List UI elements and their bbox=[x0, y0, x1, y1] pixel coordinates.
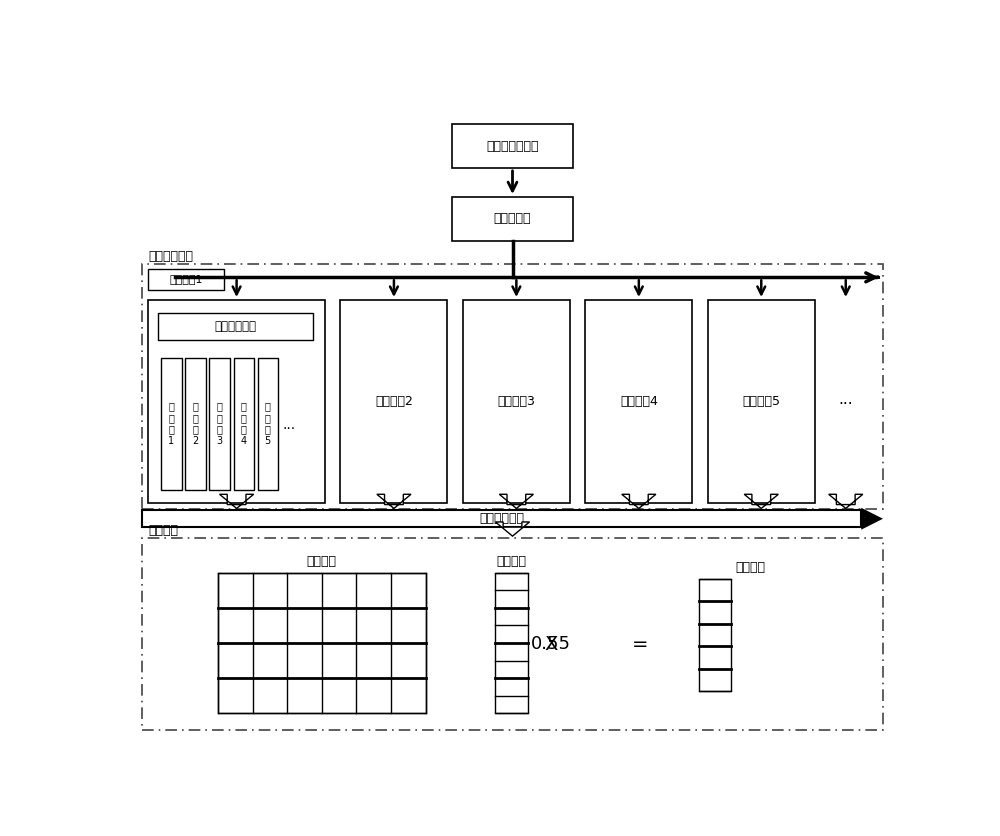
Text: =: = bbox=[632, 635, 649, 654]
Polygon shape bbox=[377, 494, 411, 508]
Bar bbox=[452, 124, 573, 168]
Text: ...: ... bbox=[283, 418, 296, 432]
Polygon shape bbox=[220, 494, 254, 508]
Text: 子
通
道
3: 子 通 道 3 bbox=[216, 401, 223, 446]
Text: 坐标判断模块: 坐标判断模块 bbox=[215, 319, 257, 333]
Polygon shape bbox=[829, 494, 863, 508]
Text: 子
通
道
2: 子 通 道 2 bbox=[192, 401, 199, 446]
Text: 大视场相机图像: 大视场相机图像 bbox=[486, 140, 539, 152]
Bar bbox=[234, 358, 254, 490]
Bar bbox=[218, 573, 426, 713]
Text: 子
通
道
5: 子 通 道 5 bbox=[264, 401, 271, 446]
Text: 子
通
道
1: 子 通 道 1 bbox=[168, 401, 175, 446]
Text: 图像预处理: 图像预处理 bbox=[494, 212, 531, 225]
Bar bbox=[585, 300, 692, 502]
Bar bbox=[452, 197, 573, 241]
Bar bbox=[142, 264, 883, 509]
Text: 复原电压: 复原电压 bbox=[735, 560, 765, 573]
Text: 处理通道5: 处理通道5 bbox=[742, 395, 780, 408]
Text: 波前复原: 波前复原 bbox=[148, 524, 178, 537]
Bar bbox=[161, 358, 182, 490]
Text: 子
通
道
4: 子 通 道 4 bbox=[241, 401, 247, 446]
Bar bbox=[158, 313, 313, 339]
Bar bbox=[495, 573, 528, 713]
Bar bbox=[463, 300, 570, 502]
Text: 处理通道3: 处理通道3 bbox=[497, 395, 535, 408]
Text: ...: ... bbox=[838, 392, 853, 407]
Bar bbox=[708, 300, 815, 502]
Text: 处理通道1: 处理通道1 bbox=[169, 274, 203, 284]
Bar bbox=[340, 300, 447, 502]
Polygon shape bbox=[744, 494, 778, 508]
Text: 处理通道4: 处理通道4 bbox=[620, 395, 658, 408]
Bar bbox=[185, 358, 206, 490]
Bar bbox=[258, 358, 278, 490]
Text: X: X bbox=[545, 635, 558, 654]
Polygon shape bbox=[622, 494, 656, 508]
Text: 斜率提取核心: 斜率提取核心 bbox=[148, 250, 193, 263]
Bar bbox=[148, 269, 224, 289]
Text: 处理通道2: 处理通道2 bbox=[375, 395, 413, 408]
Polygon shape bbox=[861, 507, 883, 530]
Text: 斜率结果总线: 斜率结果总线 bbox=[479, 512, 524, 525]
Text: 复原矩阵: 复原矩阵 bbox=[307, 555, 337, 568]
Bar bbox=[209, 358, 230, 490]
Bar bbox=[148, 300, 325, 502]
Polygon shape bbox=[499, 494, 533, 508]
Text: 0.55: 0.55 bbox=[531, 635, 571, 653]
Polygon shape bbox=[495, 522, 530, 536]
Text: 斜率矢量: 斜率矢量 bbox=[497, 555, 527, 568]
Bar bbox=[698, 579, 731, 691]
Bar bbox=[142, 538, 883, 730]
Bar bbox=[142, 510, 861, 528]
